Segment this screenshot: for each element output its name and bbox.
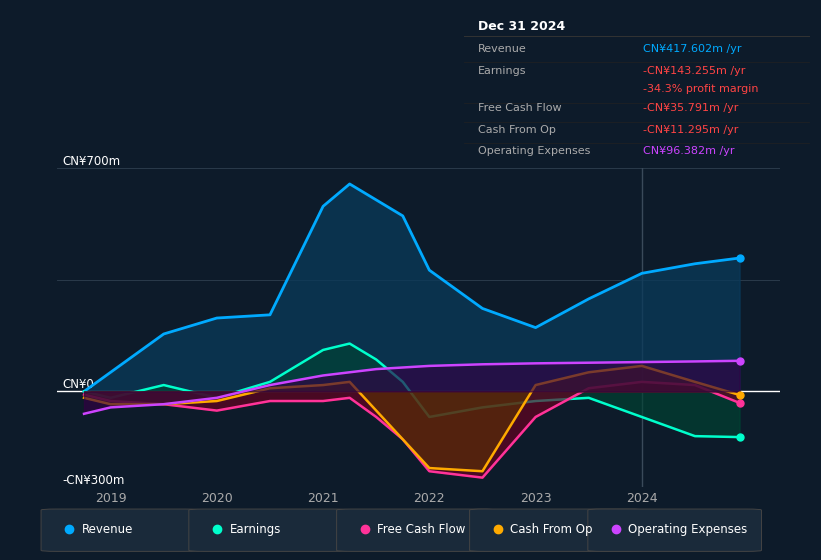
Text: CN¥417.602m /yr: CN¥417.602m /yr [643,44,741,54]
FancyBboxPatch shape [470,509,644,552]
FancyBboxPatch shape [588,509,762,552]
Text: Operating Expenses: Operating Expenses [478,146,590,156]
FancyBboxPatch shape [41,509,200,552]
FancyBboxPatch shape [337,509,496,552]
Text: Revenue: Revenue [82,522,133,536]
Text: -CN¥300m: -CN¥300m [62,474,125,487]
Text: Free Cash Flow: Free Cash Flow [377,522,466,536]
FancyBboxPatch shape [189,509,348,552]
Text: Dec 31 2024: Dec 31 2024 [478,20,565,32]
Text: -34.3% profit margin: -34.3% profit margin [643,84,759,94]
Text: Cash From Op: Cash From Op [511,522,593,536]
Text: Earnings: Earnings [230,522,281,536]
Text: Revenue: Revenue [478,44,526,54]
Text: CN¥0: CN¥0 [62,378,94,391]
Text: Operating Expenses: Operating Expenses [629,522,748,536]
Text: -CN¥143.255m /yr: -CN¥143.255m /yr [643,66,745,76]
Text: CN¥700m: CN¥700m [62,155,121,168]
Text: CN¥96.382m /yr: CN¥96.382m /yr [643,146,735,156]
Text: Free Cash Flow: Free Cash Flow [478,104,562,113]
Text: -CN¥11.295m /yr: -CN¥11.295m /yr [643,125,739,135]
Text: Cash From Op: Cash From Op [478,125,556,135]
Text: -CN¥35.791m /yr: -CN¥35.791m /yr [643,104,739,113]
Text: Earnings: Earnings [478,66,526,76]
